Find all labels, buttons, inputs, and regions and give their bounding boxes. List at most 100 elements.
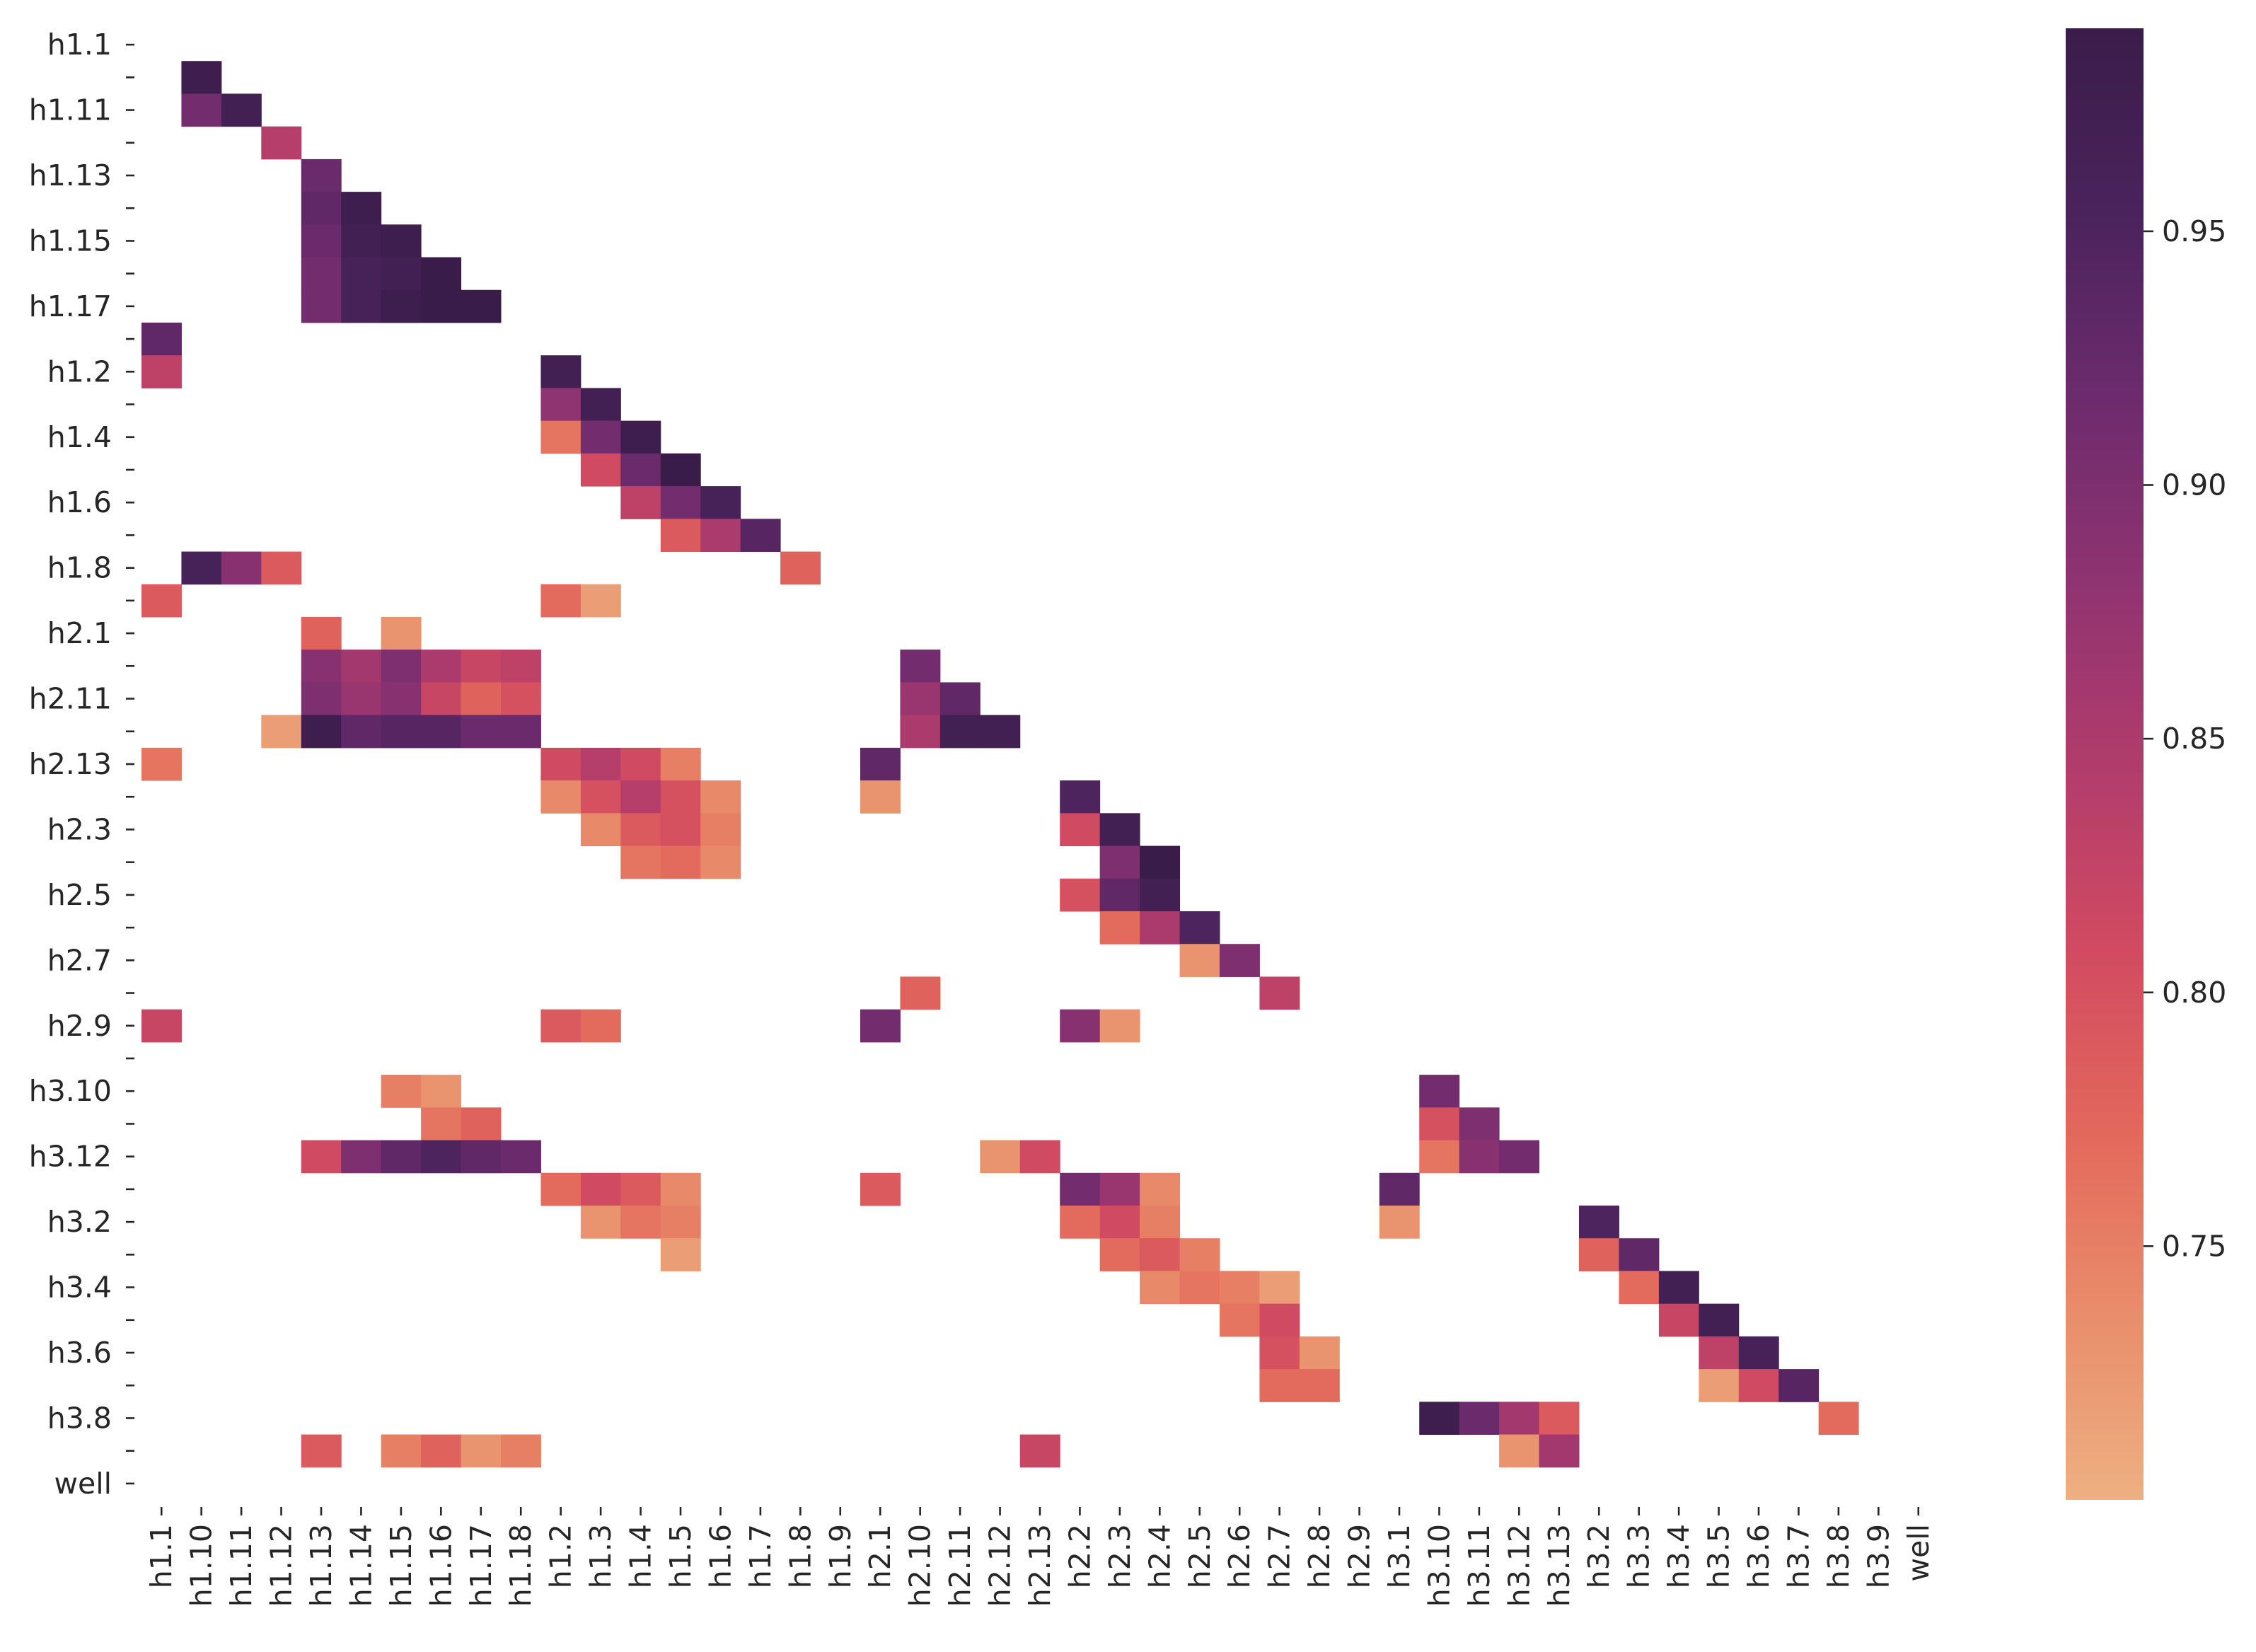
x-tick-label: h2.13 [1023,1524,1057,1607]
heatmap-cell-h3.12-h1.17 [461,1140,502,1174]
heatmap-cell-h1.5-h1.3 [580,453,621,487]
y-tick-label: h2.11 [29,682,112,716]
heatmap-cell-h2.11-h1.17 [461,682,502,716]
y-tick-label: h2.1 [47,616,112,650]
colorbar-tick-label: 0.80 [2162,976,2226,1010]
heatmap-cell-h3.13-h2.3 [1099,1172,1140,1206]
heatmap-cell-h2.9-h1.1 [141,1009,182,1043]
heatmap-cell-h1.6-h1.5 [660,486,701,519]
heatmap-cell-h3.7-h2.7 [1259,1369,1300,1402]
heatmap-cell-h2.6-h2.3 [1099,911,1140,945]
y-tick-label: h1.8 [47,551,112,585]
x-tick-label: h1.15 [384,1524,418,1607]
y-tick-label: h2.3 [47,812,112,846]
x-tick-label: h3.5 [1702,1524,1736,1588]
heatmap-cell-h1.17-h1.14 [341,289,382,323]
y-tick-label: h3.6 [47,1336,112,1370]
heatmap-cell-h2.11-h1.14 [341,682,382,716]
y-tick-label: h2.5 [47,878,112,912]
heatmap-cell-h2.13-h1.4 [620,747,661,781]
heatmap-cell-h3.8-h3.10 [1419,1402,1460,1436]
heatmap-cell-h2.3-h1.6 [700,813,741,847]
heatmap-cell-h3.3-h2.4 [1140,1238,1181,1271]
x-tick-label: h1.2 [544,1524,578,1588]
heatmap-cell-h3.9-h1.18 [501,1434,541,1468]
heatmap-cell-h1.5-h1.5 [660,453,701,487]
heatmap-cell-h3.9-h1.13 [301,1434,342,1468]
heatmap-cell-h2.7-h2.5 [1179,944,1220,977]
heatmap-cell-h3.3-h2.5 [1179,1238,1220,1271]
heatmap-cell-h1.15-h1.15 [381,224,422,258]
y-tick-label: h1.11 [29,93,112,127]
x-tick-label: h2.12 [983,1524,1017,1607]
heatmap-cell-h2.2-h1.2 [540,780,582,814]
y-axis: h1.1 h1.11 h1.13 h1.15 h1.17 h1.2 h1.4 h1.6 h1.8… [29,28,134,1501]
heatmap-cell-h2.9-h2.3 [1099,1009,1140,1043]
heatmap-cell-h3.2-h2.3 [1099,1206,1140,1239]
heatmap-cell-h2.1-h1.13 [301,617,342,650]
heatmap-cell-h3.8-h3.8 [1818,1402,1859,1436]
heatmap-cell-h1.11-h1.10 [181,93,222,127]
x-tick-label: h1.11 [224,1524,258,1607]
y-tick-label: h1.17 [29,289,112,323]
y-tick-label: h3.10 [29,1074,112,1108]
heatmap-cell-h2.4-h1.5 [660,845,701,879]
heatmap-cell-h2.2-h1.4 [620,780,661,814]
heatmap-cell-h3.12-h3.10 [1419,1140,1460,1174]
heatmap-cell-h2.6-h2.4 [1140,911,1181,945]
heatmap-cell-h3.7-h3.6 [1738,1369,1779,1402]
heatmap-cell-h1.3-h1.3 [580,388,621,422]
heatmap-cell-h1.14-h1.13 [301,192,342,225]
heatmap-cell-h2.4-h1.6 [700,845,741,879]
heatmap-cell-h3.9-h3.12 [1499,1434,1540,1468]
heatmap-cell-h1.15-h1.13 [301,224,342,258]
heatmap-cell-h1.8-h1.11 [221,551,262,585]
x-tick-label: h3.1 [1382,1524,1416,1588]
heatmap-cell-h2.12-h1.18 [501,715,541,749]
x-tick-label: h1.5 [664,1524,698,1588]
heatmap-cell-h3.11-h3.11 [1459,1107,1500,1141]
heatmap-cell-h1.17-h1.15 [381,289,422,323]
heatmap-cell-h2.11-h2.10 [900,682,941,716]
heatmap-cell-h2.3-h1.5 [660,813,701,847]
heatmap-cell-h1.3-h1.2 [540,388,582,422]
heatmap-cell-h3.11-h3.10 [1419,1107,1460,1141]
heatmap-cell-h2.12-h2.10 [900,715,941,749]
heatmap-cell-h2.9-h2.2 [1060,1009,1101,1043]
x-tick-label: h1.7 [744,1524,777,1588]
heatmap-cell-h3.6-h2.8 [1299,1336,1340,1370]
x-tick-label: h2.7 [1263,1524,1297,1588]
heatmap-cell-h2.2-h2.1 [860,780,901,814]
heatmap-cell-h3.12-h1.14 [341,1140,382,1174]
heatmap-cell-h3.2-h1.5 [660,1206,701,1239]
x-tick-label: h2.6 [1222,1524,1256,1588]
heatmap-cell-h2.11-h1.16 [421,682,462,716]
heatmap-cell-h3.9-h1.15 [381,1434,422,1468]
x-tick-label: h3.4 [1662,1524,1696,1588]
heatmap-cell-h1.13-h1.13 [301,158,342,192]
heatmap-cell-h3.13-h1.2 [540,1172,582,1206]
y-tick-label: h3.12 [29,1140,112,1174]
heatmap-cell-h1.4-h1.2 [540,420,582,454]
heatmap-cell-h2.8-h2.10 [900,976,941,1010]
heatmap-cell-h2.9-h1.2 [540,1009,582,1043]
heatmap-cell-h3.12-h1.18 [501,1140,541,1174]
heatmap-cell-h3.2-h3.1 [1379,1206,1420,1239]
heatmap-cell-h2.3-h1.4 [620,813,661,847]
heatmap-cell-h2.10-h1.17 [461,649,502,683]
heatmap-cell-h3.5-h2.7 [1259,1303,1300,1337]
x-tick-label: h1.14 [344,1524,378,1607]
heatmap-cell-h3.12-h2.12 [980,1140,1021,1174]
heatmap-cell-h3.9-h2.13 [1019,1434,1060,1468]
heatmap-cell-h2.13-h1.3 [580,747,621,781]
heatmap-cell-h2.9-h2.1 [860,1009,901,1043]
heatmap-cell-h2.4-h2.4 [1140,845,1181,879]
heatmap-cell-h3.13-h1.4 [620,1172,661,1206]
heatmap-cell-h2.1-h1.15 [381,617,422,650]
heatmap-cell-h3.8-h3.12 [1499,1402,1540,1436]
colorbar: 0.75 0.80 0.85 0.90 0.95 [2066,28,2226,1500]
heatmap-cell-h2.13-h1.5 [660,747,701,781]
heatmap-cell-h2.12-h1.12 [261,715,302,749]
heatmap-cell-h2.5-h2.2 [1060,878,1101,912]
